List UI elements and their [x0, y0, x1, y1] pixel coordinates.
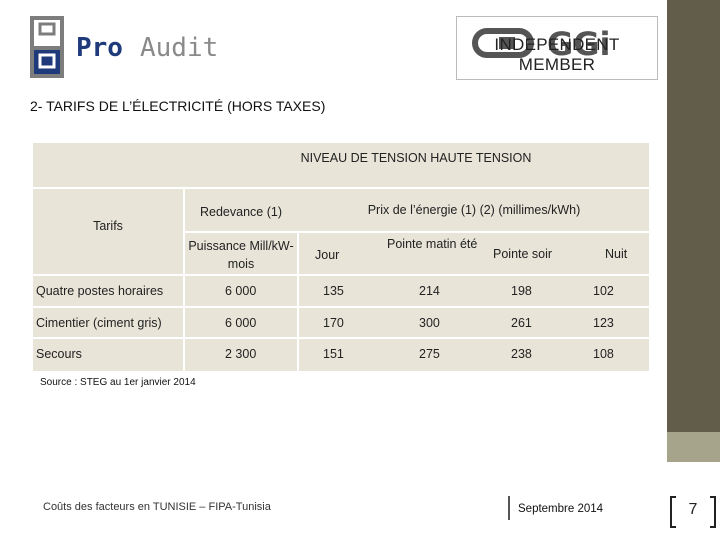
table-cell-pointe-matin: 300	[419, 316, 440, 330]
table-cell-jour: 135	[323, 284, 344, 298]
table-cell-nuit: 108	[593, 347, 614, 361]
ggi-caption: INDEPENDENT MEMBER	[494, 35, 620, 74]
table-cell-pointe-matin: 275	[419, 347, 440, 361]
source-note: Source : STEG au 1er janvier 2014	[40, 377, 196, 388]
svg-text:Pro: Pro	[76, 33, 123, 63]
table-cell-jour: 170	[323, 316, 344, 330]
page-title: 2- TARIFS DE L’ÉLECTRICITÉ (HORS TAXES)	[30, 98, 326, 114]
table-top-header: NIVEAU DE TENSION HAUTE TENSION	[300, 151, 532, 165]
tariff-table: NIVEAU DE TENSION HAUTE TENSION Tarifs R…	[33, 143, 649, 371]
table-row-name: Cimentier (ciment gris)	[36, 316, 162, 330]
table-cell-pointe-soir: 261	[511, 316, 532, 330]
page-number: 7	[668, 495, 718, 529]
table-cell-jour: 151	[323, 347, 344, 361]
footer-caption: Coûts des facteurs en TUNISIE – FIPA-Tun…	[43, 501, 271, 513]
column-header-pointe-soir: Pointe soir	[493, 247, 553, 261]
table-row-name: Secours	[36, 347, 82, 361]
decorative-side-bar	[667, 0, 720, 432]
column-header-pointe-matin: Pointe matin été	[387, 237, 478, 251]
table-cell-pointe-soir: 238	[511, 347, 532, 361]
table-cell-puissance: 6 000	[225, 316, 257, 330]
svg-text:Audit: Audit	[140, 33, 218, 63]
prix-energie-label: Prix de l’énergie (1) (2) (millimes/kWh)	[367, 203, 581, 217]
table-cell-nuit: 102	[593, 284, 614, 298]
table-cell-pointe-soir: 198	[511, 284, 532, 298]
table-cell-puissance: 6 000	[225, 284, 257, 298]
column-header-nuit: Nuit	[605, 247, 628, 261]
column-header-jour: Jour	[315, 248, 340, 262]
decorative-side-bar-accent	[667, 432, 720, 462]
table-cell-puissance: 2 300	[225, 347, 257, 361]
proaudit-logo: Pro Audit	[28, 14, 228, 80]
redevance-label: Redevance (1)	[200, 205, 282, 219]
puissance-label: Puissance Mill/kW-mois	[188, 239, 294, 271]
tarifs-label: Tarifs	[93, 219, 123, 233]
table-row-name: Quatre postes horaires	[36, 284, 164, 298]
svg-text:GGi: GGi	[547, 25, 611, 61]
footer-date: Septembre 2014	[518, 503, 604, 515]
table-cell-pointe-matin: 214	[419, 284, 440, 298]
page-number-text: 7	[688, 501, 698, 518]
table-cell-nuit: 123	[593, 316, 614, 330]
footer-divider	[508, 496, 510, 520]
ggi-logo: GGi INDEPENDENT MEMBER	[456, 16, 658, 80]
